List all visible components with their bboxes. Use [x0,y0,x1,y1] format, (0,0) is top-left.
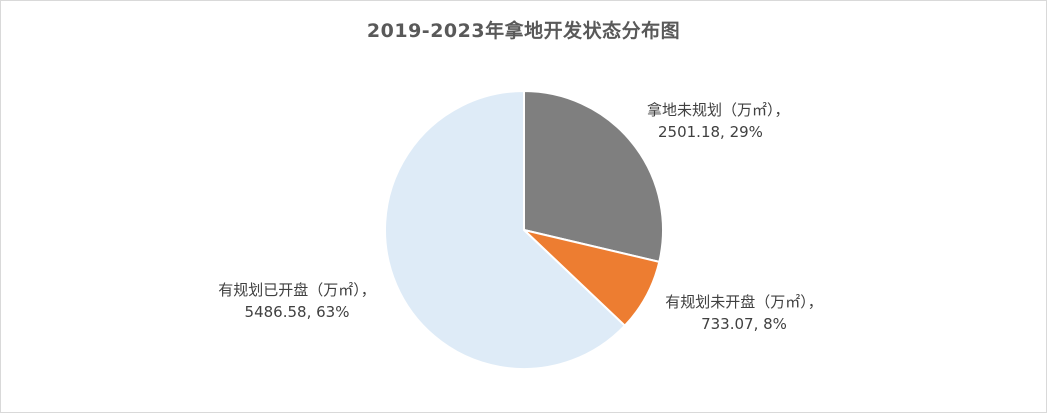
data-label-slice-2-value: 733.07, 8% [701,315,787,333]
data-label-slice-1: 拿地未规划（万㎡）， 2501.18, 29% [647,99,790,143]
data-label-slice-1-value: 2501.18, 29% [658,123,763,141]
chart-title: 2019-2023年拿地开发状态分布图 [366,20,681,42]
data-label-slice-1-name: 拿地未规划（万㎡）， [647,101,790,119]
data-label-slice-3-value: 5486.58, 63% [244,303,350,321]
pie-slice-1 [523,89,664,264]
data-label-slice-3: 有规划已开盘（万㎡）， 5486.58, 63% [197,279,397,323]
data-label-slice-3-name: 有规划已开盘（万㎡）， [218,281,376,299]
pie-slice-3 [384,89,627,370]
data-label-slice-2-name: 有规划未开盘（万㎡）， [665,293,823,311]
data-label-slice-2: 有规划未开盘（万㎡）， 733.07, 8% [649,291,839,335]
